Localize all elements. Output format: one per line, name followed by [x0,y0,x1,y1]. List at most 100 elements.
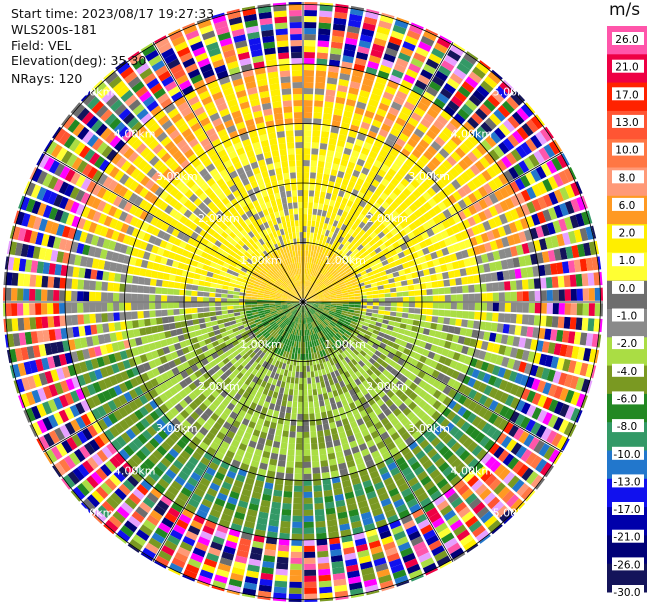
range-gate [294,473,303,480]
range-gate [154,407,165,418]
range-gate [413,386,423,395]
range-gate [446,410,457,421]
range-gate [242,353,249,360]
range-gate [224,377,232,385]
range-gate [248,278,256,284]
range-gate [263,445,272,453]
range-gate [393,233,402,241]
range-gate [103,215,113,227]
range-gate [102,238,111,249]
range-gate [498,141,510,155]
range-gate [390,493,402,503]
range-gate [232,406,241,415]
range-gate [327,519,338,527]
range-gate [575,181,583,194]
range-gate [256,418,265,426]
range-gate [220,412,229,421]
range-gate [480,302,487,311]
range-gate [214,530,227,540]
range-gate [339,73,351,81]
range-gate [446,333,454,342]
range-gate [453,326,461,335]
range-gate [407,285,415,291]
range-gate [412,367,421,376]
range-gate [415,546,429,558]
range-gate [398,328,406,335]
range-gate [504,394,515,407]
range-gate [193,378,202,388]
range-gate [58,353,67,366]
range-gate [498,281,505,291]
range-gate [294,479,303,486]
range-gate [509,383,520,396]
range-gate [408,222,417,231]
range-gate [456,286,463,294]
range-gate [303,196,309,203]
range-gate [281,399,287,407]
range-gate [349,155,358,164]
range-gate [311,257,315,264]
range-gate [421,262,429,270]
range-gate [396,302,403,307]
range-gate [149,294,156,302]
range-gate [385,196,394,205]
range-gate [413,199,423,209]
range-gate [338,78,349,87]
range-gate [446,437,457,449]
range-gate [268,427,276,435]
range-gate [270,397,277,405]
range-gate [77,279,85,290]
range-gate [324,307,330,311]
range-gate [340,67,352,75]
range-gate [245,290,253,294]
range-gate [4,334,9,348]
range-gate [316,52,328,60]
range-gate [446,183,457,194]
range-gate [154,385,164,395]
range-gate [368,323,376,329]
range-gate [395,90,408,101]
range-gate [348,130,358,139]
range-gate [465,493,478,505]
range-gate [80,502,92,514]
range-gate [459,466,471,479]
range-gate [90,234,100,246]
range-gate [318,154,326,162]
range-gate [318,304,325,307]
range-gate [379,530,392,540]
range-gate [305,286,308,293]
range-gate [369,231,377,239]
range-gate [384,306,391,311]
range-gate [200,345,209,353]
range-gate [471,265,479,275]
range-gate [80,177,92,191]
range-gate [453,524,467,537]
range-gate [315,271,320,278]
range-gate [262,338,268,345]
range-gate [382,218,391,227]
range-gate [252,354,259,361]
range-gate [391,525,404,535]
range-gate [346,250,353,257]
range-gate [465,227,475,238]
range-gate [233,309,240,313]
range-gate [383,264,391,271]
range-gate [457,187,467,198]
range-gate [402,41,416,52]
range-gate [155,279,163,287]
range-gate [413,395,423,405]
range-gate [316,310,322,315]
range-gate [336,195,343,203]
range-gate [44,343,53,356]
range-gate [206,355,214,363]
range-gate [304,10,317,17]
range-gate [501,100,515,114]
range-gate [359,247,367,254]
range-gate [168,344,176,353]
range-gate [411,252,419,260]
range-gate [337,511,348,520]
range-gate [412,405,422,415]
range-gate [107,302,114,312]
range-gate [323,113,332,121]
range-gate [343,49,356,58]
